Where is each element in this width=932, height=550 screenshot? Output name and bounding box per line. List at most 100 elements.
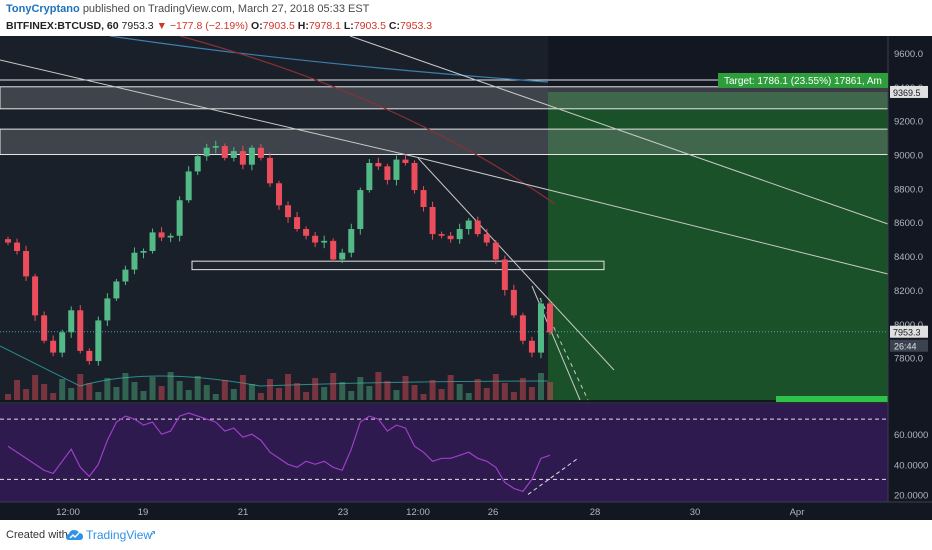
author-name[interactable]: TonyCryptano [6,3,80,15]
candle-body[interactable] [285,205,292,218]
volume-bar [68,388,75,400]
volume-bar [221,380,228,400]
candle-body[interactable] [77,310,84,351]
candle-body[interactable] [95,320,102,362]
candle-body[interactable] [384,166,391,180]
candle-body[interactable] [519,315,526,341]
candle-body[interactable] [248,147,255,165]
time-axis[interactable] [0,502,932,520]
candle-body[interactable] [492,242,499,260]
time-tick-label: 12:00 [56,507,80,518]
candle-body[interactable] [411,162,418,191]
candle-body[interactable] [474,220,481,235]
candle-body[interactable] [501,259,508,290]
chart-area[interactable]: 9600.09400.09200.09000.08800.08600.08400… [0,36,932,520]
stop-zone [776,396,888,402]
candle-body[interactable] [221,146,228,158]
rsi-trendline[interactable] [527,457,579,495]
candle-body[interactable] [312,235,319,243]
candle-body[interactable] [140,251,147,253]
candle-body[interactable] [547,303,553,333]
candle-body[interactable] [357,190,364,230]
target-label-box[interactable] [718,72,888,88]
candle-body[interactable] [330,240,337,260]
candle-body[interactable] [402,159,409,163]
volume-bar [537,373,544,400]
candle-body[interactable] [366,162,373,191]
price-axis[interactable] [888,36,932,520]
candle-body[interactable] [537,303,544,353]
publish-info: TonyCryptano published on TradingView.co… [6,3,369,15]
candle-body[interactable] [239,151,246,165]
volume-bar [257,393,264,400]
candle-body[interactable] [321,240,328,243]
candle-body[interactable] [510,289,517,316]
open-value: 7903.5 [262,20,295,32]
candle-body[interactable] [194,156,201,172]
candle-body[interactable] [41,315,48,341]
candle-body[interactable] [59,332,66,353]
candle-body[interactable] [5,239,11,243]
time-tick-label: Apr [790,507,805,518]
low-value: 7903.5 [353,20,386,32]
candle-body[interactable] [32,276,39,316]
candle-body[interactable] [149,232,156,252]
volume-bar [203,385,210,400]
trendline[interactable] [417,157,615,371]
candle-body[interactable] [456,229,463,240]
trendline[interactable] [0,59,421,159]
candle-body[interactable] [212,146,219,148]
candle-body[interactable] [50,340,57,353]
candle-body[interactable] [266,157,273,184]
candle-body[interactable] [176,200,183,236]
candle-body[interactable] [86,350,93,362]
tradingview-cloud-icon[interactable] [66,528,84,542]
high-label: H: [297,20,309,32]
candle-body[interactable] [158,232,165,238]
tradingview-brand-link[interactable]: TradingView [86,528,153,542]
candle-body[interactable] [294,217,301,230]
trendline[interactable] [349,36,889,225]
candle-body[interactable] [14,242,21,252]
support-resistance-zone[interactable] [0,128,889,156]
candle-body[interactable] [393,159,400,180]
time-tick-label: 12:00 [406,507,430,518]
candle-body[interactable] [131,252,138,270]
trendline[interactable] [419,157,889,275]
ohlc-legend: BITFINEX:BTCUSD, 60 7953.3 ▼ −177.8 (−2.… [6,20,432,32]
volume-bar [528,387,535,400]
support-resistance-zone[interactable] [191,260,605,271]
candle-body[interactable] [339,252,346,260]
candle-body[interactable] [483,234,490,243]
candle-body[interactable] [429,206,436,235]
candle-body[interactable] [276,183,282,206]
volume-bar [32,375,39,400]
volume-bar [276,388,282,400]
candle-body[interactable] [68,310,75,333]
candle-body[interactable] [465,220,472,230]
candle-body[interactable] [122,269,129,282]
target-price-tag [890,85,928,98]
candle-body[interactable] [23,251,30,277]
candle-body[interactable] [230,151,237,158]
candle-body[interactable] [104,298,111,321]
candle-body[interactable] [203,147,210,157]
candle-body[interactable] [257,147,264,158]
candle-body[interactable] [348,229,355,253]
candle-body[interactable] [113,281,120,299]
target-zone[interactable] [548,91,888,401]
candle-body[interactable] [303,229,310,236]
volume-bar [447,375,454,400]
rsi-line[interactable] [7,412,551,493]
price-tick-label: 9200.0 [894,117,923,128]
support-resistance-zone[interactable] [0,86,889,110]
candle-body[interactable] [528,340,535,353]
candle-body[interactable] [375,162,382,167]
candle-body[interactable] [185,171,192,201]
candle-body[interactable] [447,235,454,240]
external-link-icon[interactable]: ↗ [148,529,157,540]
candle-body[interactable] [420,190,427,207]
candle-body[interactable] [438,234,445,236]
candle-body[interactable] [167,235,174,238]
volume-bar [158,386,165,400]
